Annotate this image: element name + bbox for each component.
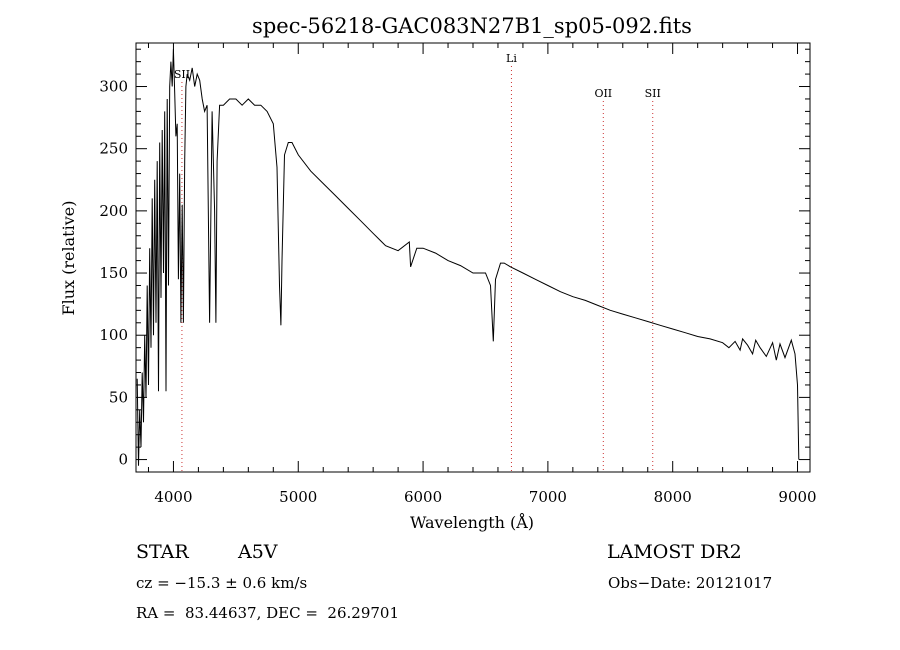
plot-frame (135, 42, 811, 473)
survey-name: LAMOST DR2 (607, 541, 742, 563)
y-tick-label: 200 (99, 202, 128, 220)
x-tick-label: 7000 (529, 488, 567, 506)
chart-title: spec-56218-GAC083N27B1_sp05-092.fits (252, 14, 692, 38)
spectral-line-label: Li (506, 52, 517, 65)
observation-date: Obs−Date: 20121017 (608, 574, 773, 592)
x-tick-label: 5000 (279, 488, 317, 506)
y-tick-label: 100 (99, 326, 128, 344)
plot-border (135, 42, 811, 473)
spectral-line-label: OII (594, 87, 612, 100)
y-axis: 0 50 100 150 200 250 300 (99, 48, 810, 469)
spectral-line-markers: SII Li OII SII (174, 52, 661, 472)
object-subclass: A5V (238, 541, 278, 563)
spectrum-series-line (136, 49, 800, 466)
y-tick-label: 300 (99, 78, 128, 96)
x-axis: 4000 5000 6000 7000 8000 9000 (147, 43, 817, 506)
x-tick-label: 4000 (154, 488, 192, 506)
x-tick-label: 6000 (404, 488, 442, 506)
spectral-line-label: SII (645, 87, 661, 100)
x-tick-label: 9000 (778, 488, 816, 506)
redshift-readout: cz = −15.3 ± 0.6 km/s (136, 574, 308, 592)
coordinates-readout: RA = 83.44637, DEC = 26.29701 (136, 604, 400, 622)
y-tick-label: 50 (109, 388, 128, 406)
x-axis-label: Wavelength (Å) (410, 512, 534, 532)
x-tick-label: 8000 (654, 488, 692, 506)
y-tick-label: 150 (99, 264, 128, 282)
spectral-line-label: SII (174, 68, 190, 81)
y-tick-label: 250 (99, 140, 128, 158)
object-class: STAR (136, 541, 189, 563)
y-axis-label: Flux (relative) (59, 201, 78, 316)
y-tick-label: 0 (118, 451, 128, 469)
